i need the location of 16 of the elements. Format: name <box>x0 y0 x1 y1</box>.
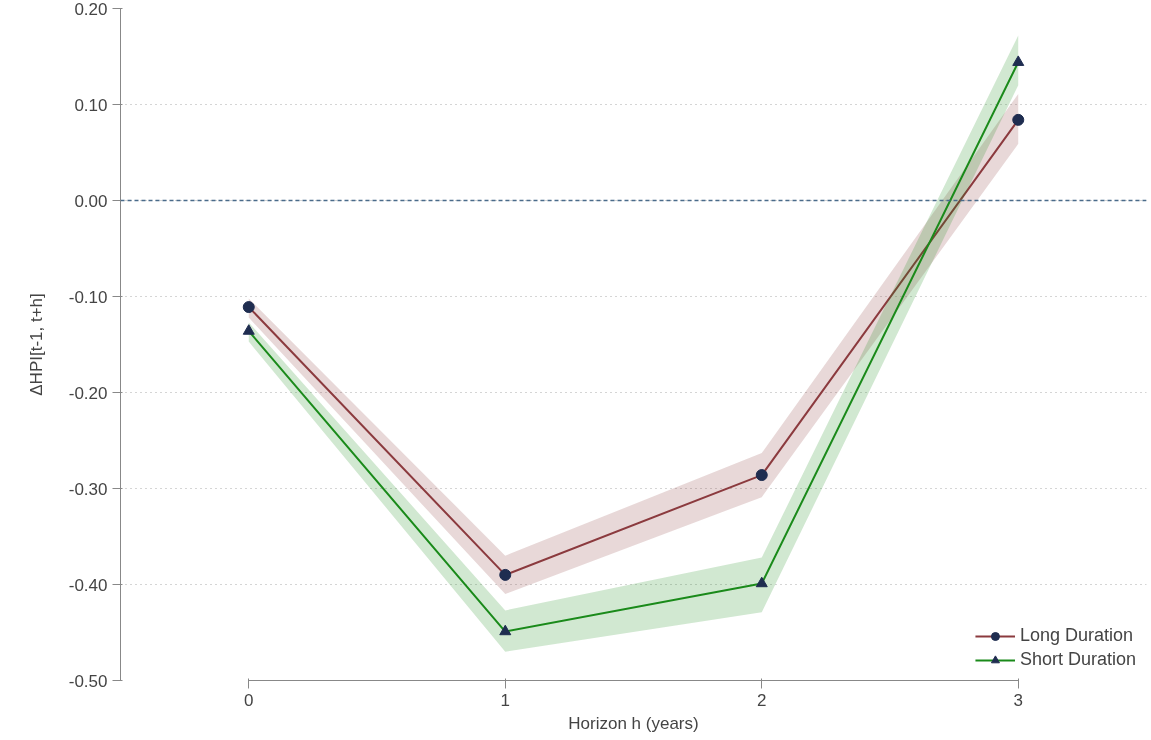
y-tick-label: -0.40 <box>68 575 108 595</box>
y-tick-label: -0.30 <box>68 479 108 499</box>
legend-label: Short Duration <box>1019 649 1136 670</box>
x-tick-label: 0 <box>244 690 254 710</box>
y-tick-label: -0.10 <box>68 287 108 307</box>
y-tick-label: 0.00 <box>74 191 108 211</box>
y-tick-label: -0.50 <box>68 671 108 691</box>
y-tick-label: -0.20 <box>68 383 108 403</box>
x-tick-label: 1 <box>500 690 510 710</box>
y-axis-title: ΔHPI[t-1, t+h] <box>26 293 46 396</box>
x-tick-label: 3 <box>1013 690 1023 710</box>
y-tick-label: 0.10 <box>74 95 108 115</box>
legend-label: Long Duration <box>1019 625 1134 646</box>
x-tick-label: 2 <box>757 690 767 710</box>
y-tick-label: 0.20 <box>74 0 108 19</box>
x-axis-title: Horizon h (years) <box>568 713 699 733</box>
